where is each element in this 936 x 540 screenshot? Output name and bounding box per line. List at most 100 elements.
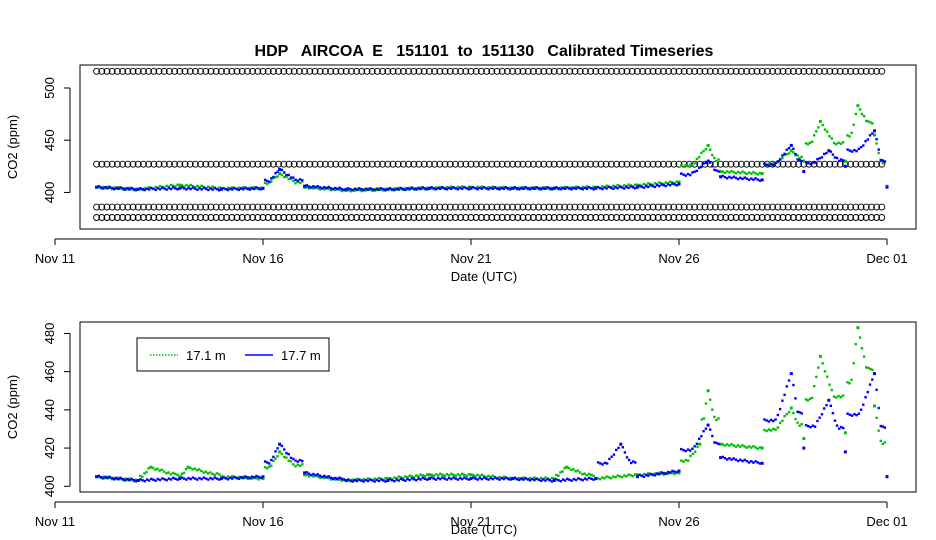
data-point-blue (702, 430, 705, 433)
calibration-point (108, 203, 116, 211)
data-point-green (316, 187, 319, 190)
calibration-point (462, 214, 470, 221)
calibration-point (457, 214, 465, 221)
data-point-blue (608, 457, 611, 461)
data-point-blue (215, 188, 219, 191)
data-point-green (261, 477, 265, 481)
data-point-green (441, 473, 444, 476)
calibration-point (769, 203, 777, 211)
x-tick-label: Nov 21 (450, 251, 491, 266)
data-point-blue (566, 186, 569, 189)
data-point-blue (99, 186, 103, 189)
data-point-blue (401, 478, 405, 481)
calibration-point (524, 67, 532, 75)
data-point-blue (472, 186, 475, 189)
calibration-point (389, 160, 397, 168)
calibration-point (316, 214, 324, 221)
data-point-green (702, 417, 706, 420)
data-point-blue (838, 427, 841, 430)
data-point-green (272, 459, 275, 463)
data-point-blue (325, 187, 328, 190)
data-point-blue (813, 425, 817, 428)
calibration-point (717, 214, 725, 221)
calibration-point (249, 160, 257, 168)
data-point-green (211, 185, 214, 188)
data-point-blue (881, 159, 884, 162)
calibration-point (722, 67, 730, 75)
data-point-blue (614, 186, 617, 189)
data-point-blue (752, 461, 755, 464)
data-point-green (841, 394, 845, 397)
data-point-blue (358, 478, 361, 481)
data-point-green (278, 172, 282, 176)
data-point-blue (875, 138, 878, 141)
calibration-point (826, 160, 834, 168)
data-point-green (263, 181, 267, 185)
data-point-blue (734, 458, 738, 461)
data-point-blue (382, 479, 385, 482)
calibration-point (171, 67, 179, 75)
data-point-blue (391, 479, 394, 482)
data-point-blue (250, 475, 254, 478)
data-point-green (612, 475, 615, 478)
calibration-point (597, 67, 605, 75)
data-point-blue (150, 186, 153, 190)
data-point-blue (239, 476, 243, 479)
data-point-green (419, 186, 422, 189)
calibration-point (337, 67, 345, 75)
data-point-green (715, 159, 718, 163)
data-point-green (623, 474, 626, 477)
data-point-blue (572, 477, 576, 481)
data-point-blue (823, 152, 826, 156)
data-point-blue (594, 477, 598, 481)
data-point-green (726, 170, 729, 173)
data-point-blue (312, 185, 315, 188)
data-point-blue (224, 477, 227, 480)
data-point-blue (301, 179, 304, 182)
calibration-point (503, 67, 511, 75)
data-point-green (178, 475, 182, 479)
calibration-point (789, 203, 797, 211)
calibration-point (670, 160, 678, 168)
data-point-blue (879, 158, 882, 162)
data-point-blue (128, 479, 131, 482)
calibration-point (618, 203, 626, 211)
data-point-blue (666, 183, 670, 186)
data-point-green (743, 171, 746, 174)
calibration-point (535, 214, 543, 221)
data-point-blue (292, 457, 295, 461)
calibration-point (784, 160, 792, 168)
calibration-point (457, 160, 465, 168)
data-point-green (721, 170, 724, 173)
calibration-point (113, 203, 121, 211)
data-point-green (687, 459, 690, 462)
data-point-blue (143, 480, 146, 483)
data-point-blue (272, 175, 275, 179)
data-point-blue (831, 153, 835, 156)
calibration-point (410, 214, 418, 221)
data-point-green (691, 163, 694, 167)
calibration-point (472, 214, 480, 221)
data-point-green (360, 189, 363, 193)
data-point-green (808, 397, 812, 401)
data-point-blue (853, 413, 856, 416)
calibration-point (561, 203, 569, 211)
data-point-green (800, 423, 803, 426)
calibration-point (462, 160, 470, 168)
data-point-green (592, 474, 595, 478)
data-point-green (202, 471, 205, 474)
data-point-blue (430, 476, 433, 479)
data-point-blue (539, 479, 543, 483)
calibration-point (571, 214, 579, 221)
calibration-point (862, 214, 870, 221)
calibration-point (753, 214, 761, 221)
data-point-blue (736, 459, 740, 463)
data-point-green (432, 474, 435, 477)
data-point-green (747, 445, 751, 448)
calibration-point (269, 67, 277, 75)
data-point-green (647, 182, 650, 185)
data-point-blue (561, 186, 565, 189)
data-point-blue (500, 476, 503, 480)
data-point-green (285, 175, 288, 178)
data-point-green (421, 474, 424, 477)
